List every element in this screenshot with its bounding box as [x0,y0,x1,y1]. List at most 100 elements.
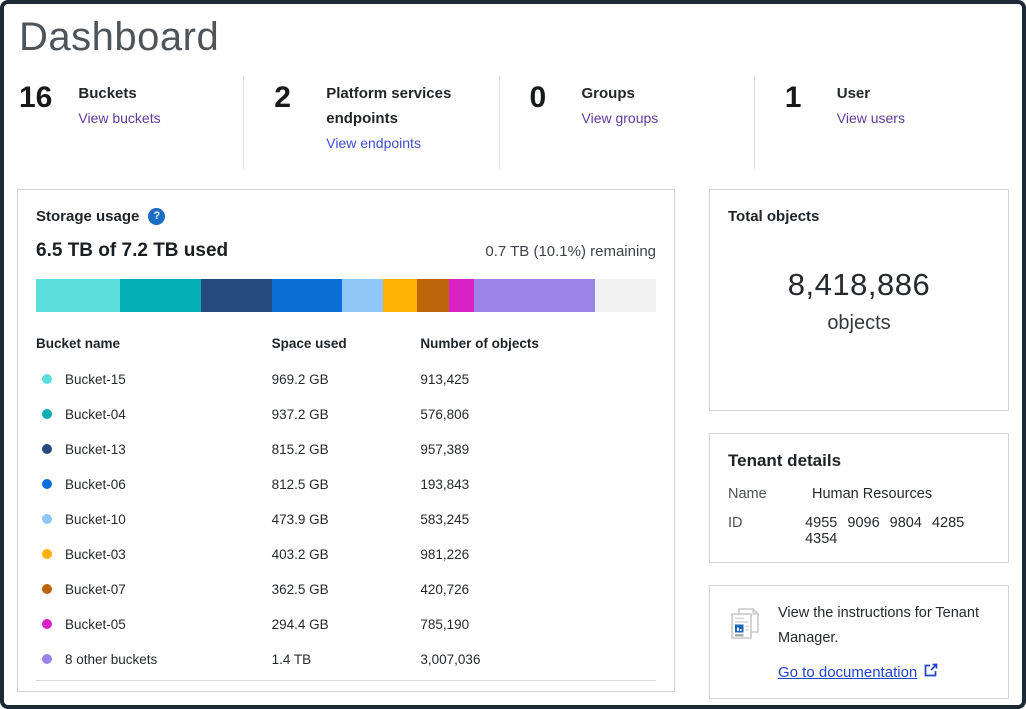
bar-segment-8-other-buckets [474,278,596,312]
stat-endpoints-count: 2 [274,81,291,114]
stat-groups: 0 Groups View groups [498,76,754,169]
tenant-details-panel: Tenant details Name Human Resources ID 4… [709,432,1009,563]
stat-groups-label: Groups [581,85,635,102]
tenant-id-row: ID 4955 9096 9804 4285 4354 [728,515,990,547]
bucket-name: Bucket-13 [65,441,126,457]
bucket-object-count: 957,389 [420,441,470,457]
bucket-table: Bucket name Space used Number of objects… [36,336,656,681]
bucket-color-dot [42,443,52,454]
table-row: Bucket-04 937.2 GB 576,806 [36,397,656,432]
page-title: Dashboard [19,15,220,59]
table-row: Bucket-10 473.9 GB 583,245 [36,502,656,537]
external-link-icon [924,660,938,686]
view-groups-link[interactable]: View groups [581,109,659,126]
bucket-name: Bucket-06 [65,476,126,492]
bucket-color-dot [42,548,52,559]
bucket-space-used: 812.5 GB [271,476,329,492]
stat-endpoints-label: Platform services endpoints [326,85,452,127]
table-row: Bucket-03 403.2 GB 981,226 [36,537,656,572]
bar-segment-bucket-06 [271,278,342,312]
right-column: Total objects 8,418,886 objects Tenant d… [709,188,1009,699]
bucket-color-dot [42,373,52,384]
bucket-space-used: 294.4 GB [271,616,329,632]
bar-segment-bucket-04 [119,278,201,312]
table-row: 8 other buckets 1.4 TB 3,007,036 [36,641,656,681]
table-row: Bucket-15 969.2 GB 913,425 [36,362,656,397]
tenant-name-value: Human Resources [812,485,933,502]
go-to-documentation-link[interactable]: Go to documentation [778,660,938,686]
bucket-color-dot [42,478,52,489]
tenant-id-value: 4955 9096 9804 4285 4354 [805,514,965,547]
bucket-color-dot [42,583,52,594]
table-row: Bucket-13 815.2 GB 957,389 [36,432,656,467]
bucket-object-count: 420,726 [420,581,470,597]
bucket-name: Bucket-15 [65,371,126,387]
table-row: Bucket-07 362.5 GB 420,726 [36,572,656,607]
storage-used-summary: 6.5 TB of 7.2 TB used [36,239,229,261]
bucket-name: Bucket-05 [65,616,126,632]
bucket-object-count: 785,190 [420,616,470,632]
bucket-object-count: 981,226 [420,546,470,562]
stat-users: 1 User View users [753,76,1009,169]
bucket-object-count: 583,245 [420,511,470,527]
bucket-color-dot [42,408,52,419]
storage-usage-bar [36,278,656,312]
total-objects-panel: Total objects 8,418,886 objects [709,188,1009,411]
bucket-space-used: 1.4 TB [271,641,421,681]
storage-usage-panel: Storage usage ? 6.5 TB of 7.2 TB used 0.… [17,188,675,692]
bucket-object-count: 576,806 [420,406,470,422]
bar-segment-remaining [595,278,656,312]
stats-row: 16 Buckets View buckets 2 Platform servi… [17,76,1009,169]
stat-buckets-count: 16 [19,81,53,114]
bar-segment-bucket-13 [200,278,272,312]
document-icon [726,604,764,683]
bucket-object-count: 193,843 [420,476,470,492]
tenant-name-label: Name [728,485,767,502]
storage-usage-title: Storage usage [36,207,140,225]
stat-users-count: 1 [784,81,802,114]
documentation-panel: View the instructions for Tenant Manager… [709,584,1009,699]
view-buckets-link[interactable]: View buckets [78,109,161,126]
bucket-space-used: 815.2 GB [271,441,329,457]
view-users-link[interactable]: View users [836,109,905,126]
bucket-color-dot [42,653,52,664]
total-objects-title: Total objects [728,207,820,225]
documentation-text: View the instructions for Tenant Manager… [778,604,979,646]
bucket-space-used: 969.2 GB [271,371,329,387]
bar-segment-bucket-03 [382,278,418,312]
table-row: Bucket-05 294.4 GB 785,190 [36,607,656,642]
tenant-details-title: Tenant details [728,450,842,470]
bar-segment-bucket-10 [341,278,383,312]
bucket-space-used: 403.2 GB [271,546,329,562]
bucket-color-dot [42,618,52,629]
dashboard-content: Storage usage ? 6.5 TB of 7.2 TB used 0.… [17,188,1009,699]
bucket-table-header-objects: Number of objects [420,335,539,351]
tenant-name-row: Name Human Resources [728,486,990,502]
stat-endpoints: 2 Platform services endpoints View endpo… [243,76,498,169]
stat-buckets: 16 Buckets View buckets [17,76,243,169]
bucket-space-used: 473.9 GB [271,511,329,527]
bucket-space-used: 937.2 GB [271,406,329,422]
view-endpoints-link[interactable]: View endpoints [326,134,421,151]
stat-users-label: User [836,85,871,102]
bucket-name: Bucket-03 [65,546,126,562]
total-objects-unit: objects [827,312,891,334]
bucket-name: 8 other buckets [65,651,158,667]
bar-segment-bucket-05 [448,278,475,312]
table-row: Bucket-06 812.5 GB 193,843 [36,467,656,502]
bucket-object-count: 913,425 [420,371,470,387]
stat-buckets-label: Buckets [78,85,137,102]
bucket-object-count: 3,007,036 [420,641,656,681]
bar-segment-bucket-07 [417,278,449,312]
bucket-name: Bucket-04 [65,406,126,422]
bucket-space-used: 362.5 GB [271,581,329,597]
bucket-name: Bucket-10 [65,511,126,527]
bucket-table-header-space: Space used [271,335,347,351]
bucket-name: Bucket-07 [65,581,126,597]
stat-groups-count: 0 [529,81,547,114]
bucket-color-dot [42,513,52,524]
help-icon[interactable]: ? [148,207,166,225]
total-objects-count: 8,418,886 [787,267,931,302]
bucket-table-header-name: Bucket name [36,335,121,351]
